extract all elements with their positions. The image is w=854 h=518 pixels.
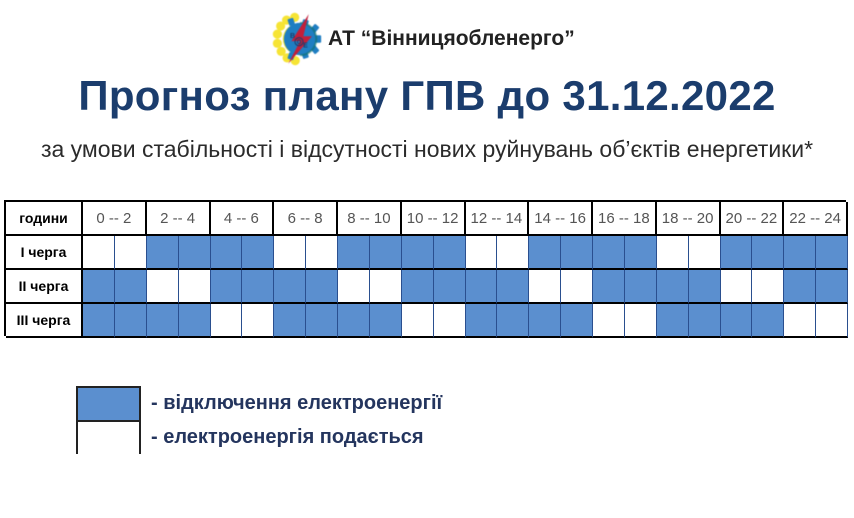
svg-text:B: B bbox=[290, 33, 295, 40]
svg-text:E: E bbox=[303, 43, 308, 50]
svg-text:O: O bbox=[297, 40, 302, 46]
